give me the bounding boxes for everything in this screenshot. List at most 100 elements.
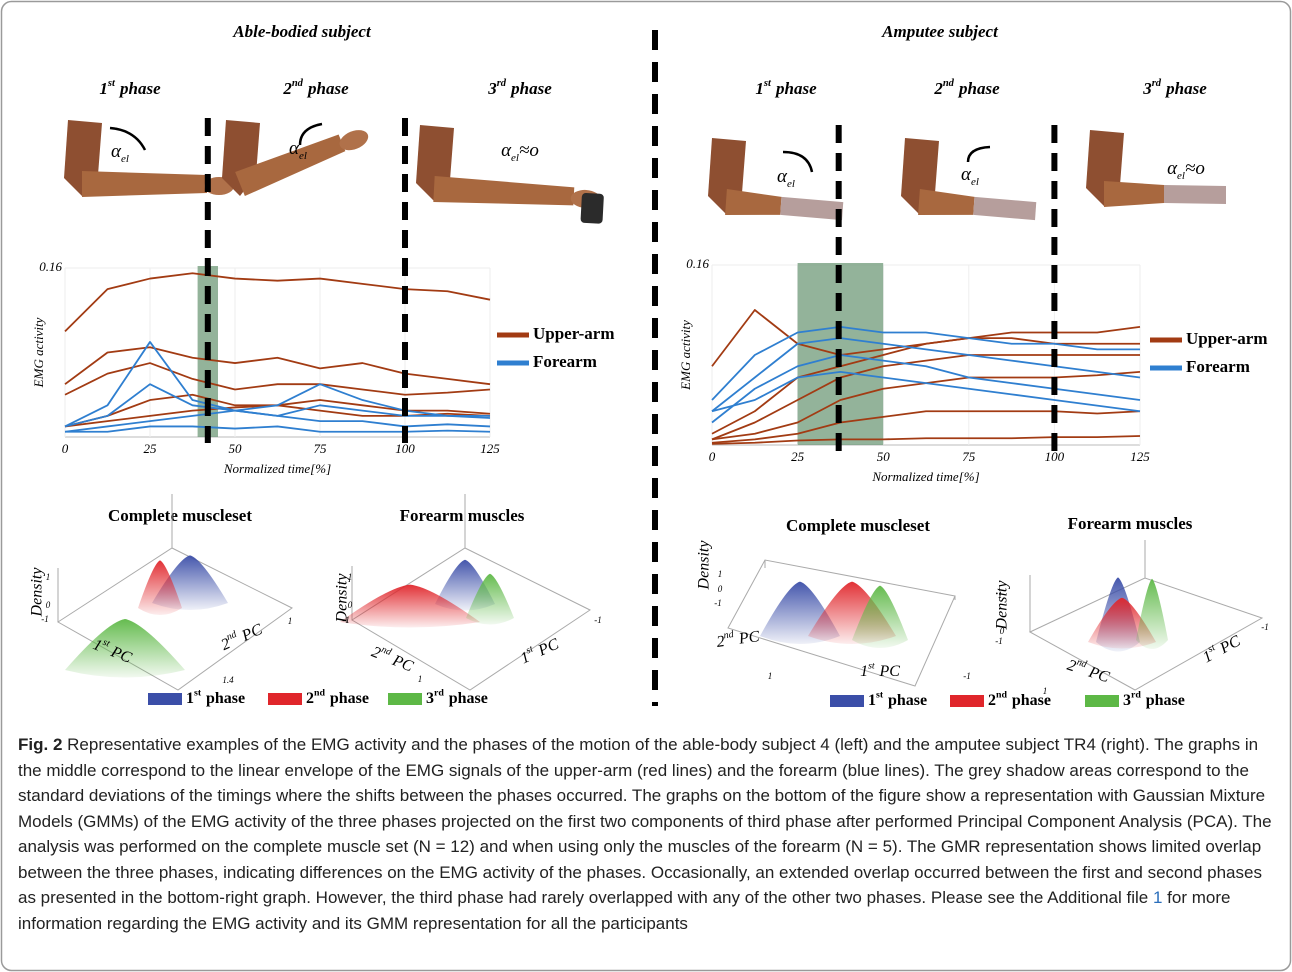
forearm — [82, 171, 234, 197]
phase-legend-label-word: phase — [1012, 692, 1051, 709]
x-axis-label: Normalized time[%] — [223, 461, 331, 476]
pc-label-word: PC — [737, 628, 761, 648]
pc-label: 1stPC — [517, 633, 561, 667]
x-tick-label: 0 — [62, 441, 69, 456]
x-tick-label: 125 — [1130, 449, 1150, 464]
phase-legend-label-number: 2 — [988, 692, 996, 709]
forearm-shape — [918, 189, 975, 219]
pc-label-word: PC — [878, 663, 900, 680]
angle-sub: el — [787, 178, 795, 190]
angle-label: αel — [777, 166, 795, 189]
density-tick-label: 1 — [768, 671, 773, 681]
density-tick-label: -1 — [963, 671, 971, 681]
pc-label-sup: nd — [1075, 657, 1088, 671]
density-tick-label: -1 — [594, 615, 602, 625]
forearm — [433, 176, 605, 224]
density-axis-label: Density — [994, 580, 1011, 631]
density-tick-label: 1 — [718, 569, 723, 579]
phase-label-sup: rd — [497, 78, 507, 89]
density-axis-label: Density — [29, 567, 46, 618]
y-axis-label: EMG activity — [678, 320, 693, 391]
pc-label-sup: st — [868, 661, 875, 672]
x-axis-label: Normalized time[%] — [871, 469, 979, 484]
x-tick-label: 50 — [877, 449, 891, 464]
density-tick-label: 0 — [46, 600, 51, 610]
phase-label-number: 3 — [487, 79, 497, 98]
emg-line — [65, 273, 490, 331]
forearm-shape — [1104, 181, 1164, 207]
rotation-arrow — [783, 152, 812, 172]
angle-label: αel — [289, 138, 307, 161]
phase-label-number: 2 — [282, 79, 292, 98]
forearm — [1104, 181, 1226, 207]
legend-label: Upper-arm — [533, 324, 615, 343]
density-tick-label: 0 — [348, 600, 353, 610]
angle-sub: el — [1177, 170, 1185, 182]
pc-label: 2ndPC — [369, 641, 416, 675]
x-tick-label: 25 — [791, 449, 805, 464]
phase-legend-swatch — [830, 695, 864, 707]
cup — [580, 193, 604, 224]
phase-label-sup: nd — [943, 78, 955, 89]
phase-legend-label-sup: nd — [314, 688, 326, 699]
legend-label: Upper-arm — [1186, 329, 1268, 348]
emg-line — [712, 310, 1140, 366]
phase-label: 3rdphase — [487, 78, 552, 97]
pc-label-word: PC — [535, 635, 562, 659]
panel-title: Able-bodied subject — [232, 22, 372, 41]
angle-suffix: ≈o — [519, 140, 539, 161]
forearm-shape — [433, 176, 574, 209]
emg-line — [712, 338, 1140, 434]
pc-label-sup: nd — [723, 629, 734, 641]
prosthesis — [973, 197, 1036, 220]
phase-legend-label-sup: st — [876, 690, 884, 701]
phase-legend-label-number: 1 — [868, 692, 876, 709]
phase-legend-swatch — [1085, 695, 1119, 707]
phase-legend-swatch — [388, 693, 422, 705]
phase-legend-label: 2ndphase — [306, 688, 369, 707]
legend-label: Forearm — [1186, 357, 1250, 376]
phase-label-word: phase — [306, 79, 349, 98]
phase-label-sup: st — [763, 78, 772, 89]
x-tick-label: 75 — [962, 449, 976, 464]
y-tick-label: 0.16 — [39, 259, 62, 274]
density-tick-label: -1 — [714, 598, 722, 608]
phase-label-sup: st — [107, 78, 116, 89]
density-tick-label: 1 — [998, 590, 1003, 600]
density-tick-label: 1 — [348, 572, 353, 582]
pc-label: 2ndPC — [1065, 655, 1112, 686]
phase-legend-label-sup: st — [194, 688, 202, 699]
density-tick-label: 0 — [1000, 626, 1005, 636]
phase-legend-swatch — [950, 695, 984, 707]
density-tick-label: -1 — [342, 615, 350, 625]
emg-line — [712, 355, 1140, 439]
x-tick-label: 100 — [395, 441, 415, 456]
phase-label-word: phase — [118, 79, 161, 98]
phase-legend-label-number: 3 — [426, 690, 434, 707]
phase-legend-label-word: phase — [449, 690, 488, 707]
density-axis-label: Density — [696, 540, 713, 591]
angle-label: αel≈o — [1167, 158, 1205, 181]
angle-sub: el — [121, 153, 129, 165]
angle-sub: el — [511, 152, 519, 164]
forearm — [725, 189, 844, 223]
panel-title: Amputee subject — [881, 22, 999, 41]
angle-label: αel≈o — [501, 140, 539, 163]
phase-legend-label-word: phase — [1146, 692, 1185, 709]
phase-label-number: 3 — [1142, 79, 1152, 98]
x-tick-label: 50 — [229, 441, 243, 456]
arm-illustration — [1086, 130, 1226, 207]
phase-label-word: phase — [509, 79, 552, 98]
page: { "panels": [ {"title": "Able-bodied sub… — [0, 0, 1292, 972]
density-tick-label: -1 — [41, 614, 49, 624]
prosthesis — [1164, 185, 1226, 204]
phase-label-number: 1 — [99, 79, 108, 98]
y-axis-label: EMG activity — [31, 317, 46, 388]
y-tick-label: 0.16 — [686, 256, 709, 271]
forearm-shape — [725, 189, 782, 219]
